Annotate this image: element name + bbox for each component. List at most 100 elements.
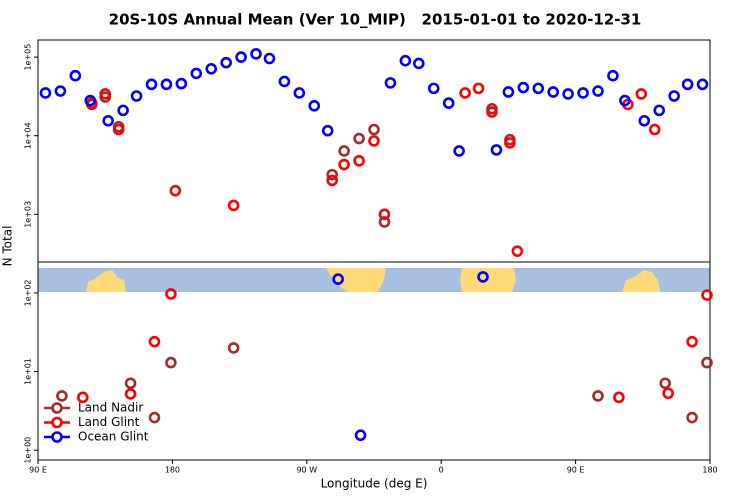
y-tick-label: 1e+03	[24, 201, 33, 228]
y-tick-label: 1e+02	[24, 279, 33, 306]
x-tick-label: 180	[702, 466, 717, 475]
point	[124, 388, 137, 400]
chart-title: 20S-10S Annual Mean (Ver 10_MIP) 2015-01…	[109, 11, 642, 29]
y-tick-label: 1e+00	[24, 437, 33, 464]
point	[613, 391, 625, 404]
point	[56, 390, 68, 402]
x-tick-label: 0	[439, 466, 444, 475]
point	[562, 88, 574, 100]
point	[321, 124, 334, 137]
series	[77, 82, 713, 404]
point	[117, 104, 129, 117]
legend-marker	[51, 402, 63, 414]
point	[227, 199, 240, 212]
y-tick-label: 1e+05	[24, 44, 33, 71]
point	[54, 85, 67, 97]
point	[220, 56, 232, 69]
point	[472, 82, 485, 95]
point	[686, 335, 698, 348]
point	[175, 77, 188, 90]
legend-marker	[51, 431, 63, 443]
point	[338, 145, 350, 157]
point	[354, 429, 367, 442]
point	[399, 54, 412, 67]
plot-frame	[37, 39, 711, 461]
point	[635, 88, 648, 100]
x-tick-label: 90 W	[296, 466, 317, 475]
series	[39, 48, 709, 442]
point	[638, 114, 651, 127]
point	[77, 391, 89, 404]
land-shape	[86, 270, 126, 292]
point	[442, 97, 455, 109]
point	[84, 94, 97, 107]
point	[353, 154, 365, 167]
point	[165, 356, 177, 369]
point	[648, 123, 661, 136]
land-shape	[622, 270, 660, 292]
point	[112, 123, 125, 136]
point	[592, 390, 604, 402]
point	[278, 75, 291, 88]
point	[368, 123, 380, 136]
point	[308, 100, 321, 112]
x-tick-label: 180	[165, 466, 180, 475]
point	[263, 52, 276, 65]
point	[686, 411, 698, 424]
point	[701, 289, 713, 301]
point	[338, 158, 350, 171]
point	[165, 288, 177, 300]
point	[490, 144, 503, 156]
point	[659, 377, 672, 390]
point	[332, 273, 344, 285]
point	[662, 387, 674, 400]
point	[427, 82, 440, 95]
point	[148, 335, 161, 348]
y-tick-label: 1e+01	[24, 358, 33, 385]
legend-label: Land Glint	[78, 415, 140, 429]
x-tick-label: 90 E	[29, 466, 47, 475]
map-strip	[38, 268, 710, 292]
point	[607, 69, 619, 82]
point	[99, 88, 111, 100]
point	[511, 245, 524, 257]
land-shape	[326, 268, 386, 292]
point	[326, 168, 338, 181]
x-tick-label: 90 E	[567, 466, 585, 475]
point	[205, 62, 218, 75]
legend-label: Land Nadir	[78, 401, 143, 415]
point	[701, 356, 713, 369]
point	[190, 67, 203, 80]
point	[696, 78, 709, 91]
land-shape	[460, 268, 516, 292]
x-axis-label: Longitude (deg E)	[321, 477, 428, 491]
point	[532, 82, 545, 95]
point	[293, 87, 306, 99]
point	[102, 114, 114, 127]
point	[619, 94, 631, 107]
legend-marker	[51, 416, 63, 429]
point	[378, 208, 391, 221]
point	[160, 78, 173, 91]
point	[412, 57, 425, 70]
point	[681, 78, 694, 91]
point	[378, 216, 391, 228]
point	[504, 137, 516, 149]
point	[148, 411, 161, 424]
point	[547, 86, 560, 98]
point	[653, 104, 666, 117]
legend-label: Ocean Glint	[78, 430, 149, 444]
point	[250, 48, 262, 60]
point	[453, 145, 465, 157]
point	[69, 69, 82, 82]
point	[326, 174, 338, 187]
point	[130, 90, 143, 102]
point	[592, 85, 604, 97]
point	[517, 81, 530, 94]
point	[384, 77, 397, 89]
point	[353, 132, 365, 145]
point	[668, 90, 680, 102]
point	[39, 87, 52, 99]
